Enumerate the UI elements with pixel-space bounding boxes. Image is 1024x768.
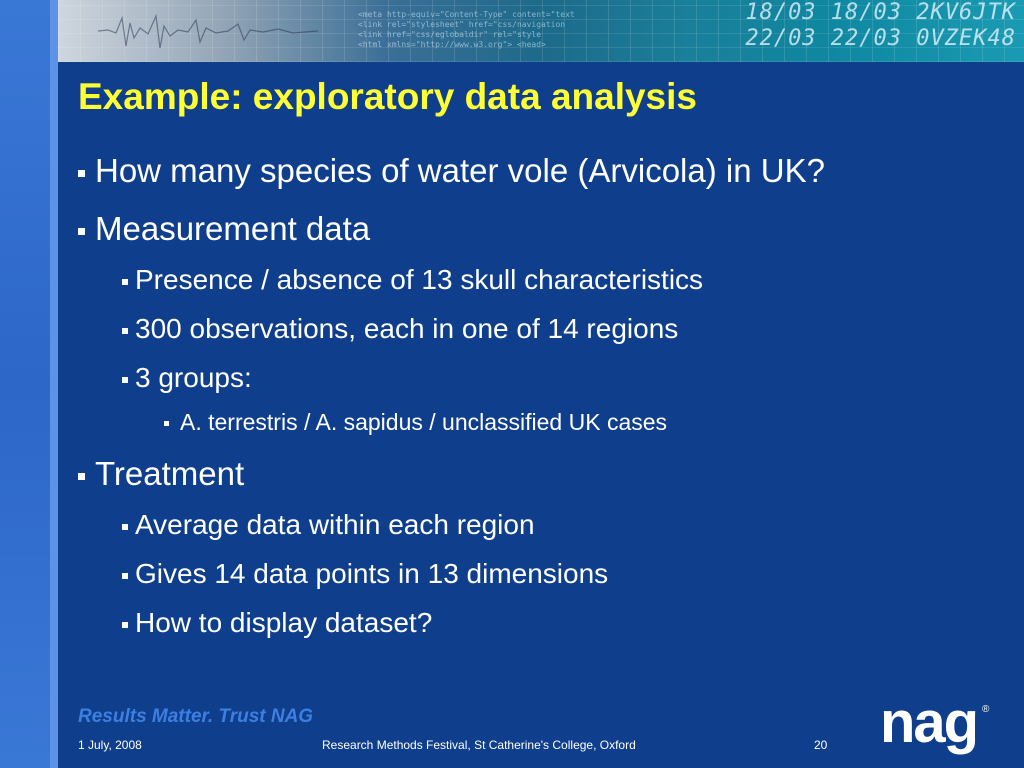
bullet-item: Measurement data (78, 210, 370, 248)
bullet-item: Gives 14 data points in 13 dimensions (122, 558, 608, 590)
slide-number: 20 (814, 738, 828, 752)
bullet-text: How to display dataset? (135, 607, 433, 638)
left-accent-stripe (50, 0, 58, 768)
bullet-text: 300 observations, each in one of 14 regi… (135, 313, 679, 344)
bullet-square-icon (122, 523, 128, 530)
bullet-item: A. terrestris / A. sapidus / unclassifie… (164, 409, 667, 436)
footer-tagline: Results Matter. Trust NAG (78, 706, 314, 727)
bullet-text: Measurement data (95, 210, 371, 247)
bullet-square-icon (164, 421, 169, 427)
bullet-square-icon (122, 621, 128, 628)
bullet-square-icon (122, 572, 128, 579)
bullet-square-icon (122, 278, 128, 285)
bullet-square-icon (78, 169, 85, 177)
bullet-item: Presence / absence of 13 skull character… (122, 264, 703, 296)
waveform-graphic (98, 13, 318, 49)
bullet-text: How many species of water vole (Arvicola… (95, 152, 825, 189)
bullet-text: Gives 14 data points in 13 dimensions (135, 558, 609, 589)
bullet-item: How to display dataset? (122, 607, 432, 639)
bullet-item: 300 observations, each in one of 14 regi… (122, 313, 678, 345)
bullet-text: 3 groups: (135, 362, 252, 393)
footer-date: 1 July, 2008 (78, 738, 142, 752)
bullet-text: A. terrestris / A. sapidus / unclassifie… (180, 409, 668, 435)
banner-code-texture: <meta http-equiv="Content-Type" content=… (358, 10, 575, 49)
footer-event: Research Methods Festival, St Catherine'… (322, 738, 636, 752)
bullet-square-icon (122, 376, 128, 383)
bullet-item: Average data within each region (122, 509, 535, 541)
bullet-square-icon (78, 227, 85, 235)
bullet-item: 3 groups: (122, 362, 252, 394)
left-accent-bar (0, 0, 50, 768)
nag-logo: nag (880, 690, 979, 755)
bullet-item: Treatment (78, 455, 244, 493)
header-banner: <meta http-equiv="Content-Type" content=… (58, 0, 1024, 62)
banner-grid-pattern (58, 0, 1024, 62)
bullet-text: Presence / absence of 13 skull character… (135, 264, 704, 295)
registered-mark: ® (982, 704, 990, 715)
bullet-text: Average data within each region (135, 509, 535, 540)
banner-digits: 18/03 18/03 2KV6JTK 22/03 22/03 0VZEK48 (745, 0, 1016, 51)
bullet-text: Treatment (95, 455, 245, 492)
slide-title: Example: exploratory data analysis (78, 76, 697, 117)
bullet-item: How many species of water vole (Arvicola… (78, 152, 825, 190)
bullet-square-icon (78, 472, 85, 480)
bullet-square-icon (122, 327, 128, 334)
